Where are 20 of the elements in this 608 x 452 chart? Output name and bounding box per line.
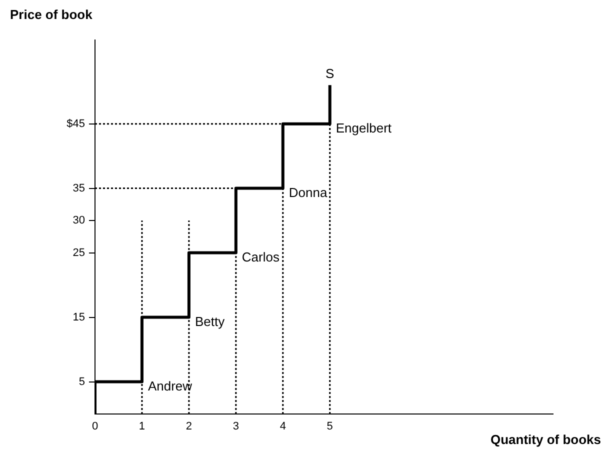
annotation: S [326,66,335,82]
x-tick-label: 5 [326,420,333,433]
y-tick-label: $45 [66,118,85,130]
x-tick-label: 4 [280,420,286,433]
x-tick-label: 2 [186,420,192,433]
y-tick-label: 30 [72,214,85,227]
y-axis-title: Price of book [10,7,92,22]
y-tick-label: 5 [78,376,85,388]
annotation: Andrew [148,378,193,394]
y-tick-label: 25 [72,246,85,259]
x-tick-label: 3 [232,420,239,433]
annotation: Donna [288,184,328,200]
annotation: Carlos [242,249,280,264]
annotation: Engelbert [336,120,392,136]
x-axis-title: Quantity of books [490,432,601,447]
annotation: Betty [194,314,226,329]
y-tick-label: 15 [72,311,85,324]
x-tick-label: 1 [138,420,146,433]
y-tick-label: 35 [72,182,85,194]
x-tick-label: 0 [92,420,98,433]
